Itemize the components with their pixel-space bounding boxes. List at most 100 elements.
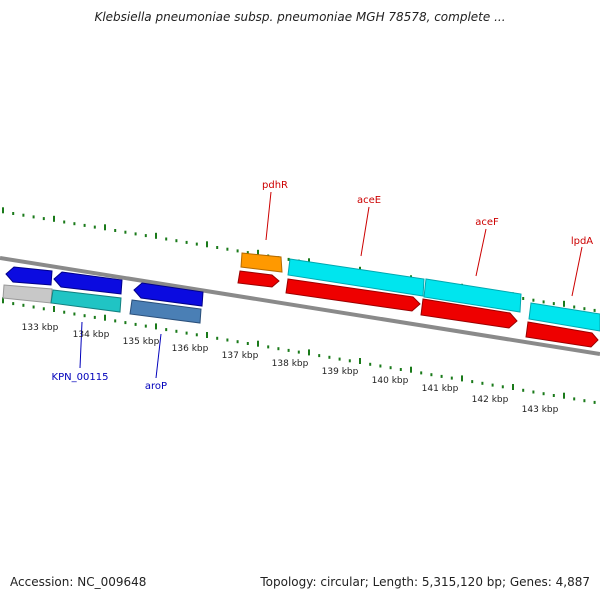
scale-minor-tick (522, 388, 525, 392)
leader-KPN_00115 (79, 321, 83, 369)
gene-leader-lines (79, 191, 583, 379)
scale-minor-tick (583, 307, 586, 311)
scale-major-tick (257, 340, 259, 347)
scale-minor-tick (134, 232, 137, 236)
scale-minor-tick (501, 385, 504, 389)
scale-minor-tick (216, 336, 219, 340)
scale-major-tick (359, 358, 361, 364)
scale-minor-tick (226, 338, 229, 342)
scale-minor-tick (369, 362, 372, 366)
scale-minor-tick (379, 364, 382, 368)
gene-lpdA-feature[interactable] (528, 302, 600, 332)
tick-label-136: 136 kbp (172, 344, 209, 354)
gene-blue-2[interactable] (53, 271, 123, 295)
tick-label-141: 141 kbp (422, 384, 459, 394)
scale-major-tick (2, 297, 4, 304)
leader-aceF (475, 228, 487, 277)
label-aceE: aceE (357, 195, 381, 206)
scale-minor-tick (593, 308, 596, 312)
leader-pdhR (265, 191, 272, 241)
scale-minor-tick (532, 390, 535, 394)
scale-minor-tick (124, 230, 127, 234)
scale-minor-tick (246, 342, 249, 345)
reverse-strand-genes (2, 266, 204, 324)
scale-minor-tick (83, 223, 86, 227)
scale-minor-tick (63, 310, 66, 314)
scale-minor-tick (287, 257, 290, 261)
tick-label-142: 142 kbp (472, 395, 509, 405)
label-KPN_00115: KPN_00115 (52, 372, 109, 383)
scale-minor-tick (165, 237, 168, 241)
tick-label-140: 140 kbp (372, 376, 409, 386)
scale-minor-tick (481, 381, 484, 385)
scale-minor-tick (93, 315, 96, 319)
scale-minor-tick (114, 229, 117, 232)
scale-minor-tick (552, 394, 555, 397)
label-pdhR: pdhR (262, 180, 288, 191)
scale-major-tick (563, 300, 565, 307)
scale-minor-tick (522, 297, 525, 300)
scale-tick-labels: 133 kbp 134 kbp 135 kbp 136 kbp 137 kbp … (22, 323, 559, 415)
scale-minor-tick (287, 348, 290, 352)
label-aroP: aroP (145, 381, 167, 392)
scale-minor-tick (573, 397, 576, 401)
scale-major-tick (206, 241, 208, 248)
scale-minor-tick (12, 212, 15, 215)
scale-minor-tick (491, 383, 494, 387)
scale-minor-tick (328, 355, 331, 359)
scale-minor-tick (124, 321, 127, 325)
scale-minor-tick (185, 331, 188, 335)
gene-aceE-feature[interactable] (287, 258, 425, 297)
scale-minor-tick (236, 249, 239, 253)
scale-minor-tick (389, 366, 392, 370)
scale-minor-tick (42, 307, 45, 311)
scale-major-tick (104, 314, 106, 321)
scale-minor-tick (185, 240, 188, 244)
scale-minor-tick (226, 247, 229, 251)
scale-minor-tick (236, 340, 239, 344)
scale-minor-tick (542, 300, 545, 304)
scale-major-tick (2, 207, 4, 214)
gene-pdhR-regulator[interactable] (240, 252, 283, 273)
label-aceF: aceF (475, 217, 499, 228)
cds-aceF[interactable] (420, 298, 518, 329)
scale-major-tick (53, 215, 55, 222)
gene-aceF-feature[interactable] (423, 278, 522, 313)
scale-minor-tick (195, 242, 198, 246)
scale-minor-tick (348, 359, 351, 363)
scale-minor-tick (175, 239, 178, 243)
scale-minor-tick (134, 322, 137, 326)
gene-labels: pdhR aceE aceF lpdA KPN_00115 aroP (52, 180, 594, 392)
scale-minor-tick (420, 371, 423, 375)
scale-minor-tick (32, 215, 35, 219)
tick-label-135: 135 kbp (123, 337, 160, 347)
genome-backbone (0, 256, 600, 356)
scale-minor-tick (573, 305, 576, 309)
scale-minor-tick (175, 329, 178, 333)
scale-minor-tick (93, 225, 96, 229)
tick-label-138: 138 kbp (272, 359, 309, 369)
scale-major-tick (155, 232, 157, 239)
gene-blue-1[interactable] (5, 266, 53, 286)
cds-aceE[interactable] (285, 278, 421, 312)
scale-minor-tick (552, 302, 555, 306)
scale-minor-tick (114, 319, 117, 323)
gene-grey-feature[interactable] (2, 284, 53, 304)
scale-minor-tick (450, 376, 453, 380)
cds-lpdA[interactable] (525, 321, 599, 348)
scale-minor-tick (583, 399, 586, 403)
cds-pdhR[interactable] (237, 270, 280, 288)
scale-major-tick (512, 384, 514, 390)
gene-KPN_00115-feature[interactable] (50, 289, 122, 313)
tick-label-139: 139 kbp (322, 367, 359, 377)
scale-minor-tick (542, 392, 545, 396)
gene-blue-3[interactable] (133, 282, 204, 307)
scale-major-tick (308, 258, 310, 265)
scale-minor-tick (318, 354, 321, 358)
scale-minor-tick (471, 380, 474, 384)
scale-minor-tick (216, 246, 219, 249)
gene-aroP-feature[interactable] (129, 299, 202, 324)
scale-minor-tick (338, 357, 341, 361)
scale-major-tick (104, 224, 106, 231)
tick-label-133: 133 kbp (22, 323, 59, 333)
